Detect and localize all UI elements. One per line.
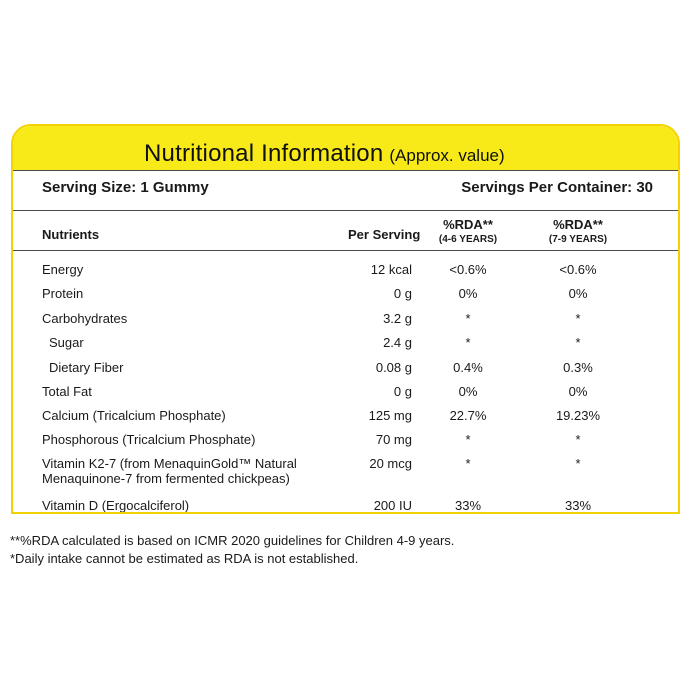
rda-7-9-value: 33% [564,498,592,513]
table-row: Phosphorous (Tricalcium Phosphate) 70 mg… [13,432,678,454]
rda-7-9-value: 0.3% [563,360,593,375]
nutrient-name: Carbohydrates [42,311,128,326]
header-per-serving: Per Serving [348,227,421,242]
rda-7-9-value: <0.6% [559,262,597,277]
header-rda-4-6-age: (4-6 YEARS) [438,234,498,245]
per-serving-value: 12 kcal [370,262,412,277]
rda-7-9-value: 0% [568,384,588,399]
title-bar: Nutritional Information (Approx. value) [13,126,678,170]
per-serving-value: 2.4 g [383,335,412,350]
nutrient-name: Phosphorous (Tricalcium Phosphate) [42,432,256,447]
footnote-daily-intake: *Daily intake cannot be estimated as RDA… [10,551,359,566]
panel-title: Nutritional Information (Approx. value) [144,140,505,168]
nutrient-name: Dietary Fiber [49,360,124,375]
nutrient-name: Sugar [49,335,84,350]
nutrient-name: Total Fat [42,384,92,399]
rda-4-6-value: 0% [458,286,478,301]
rda-4-6-value: * [465,311,471,326]
header-rda-7-9: %RDA** [553,217,603,232]
table-row: Protein 0 g 0% 0% [13,286,678,308]
rda-7-9-value: 19.23% [555,408,601,423]
rda-4-6-value: 33% [454,498,482,513]
divider-header [13,250,678,251]
rda-4-6-value: * [465,335,471,350]
title-main: Nutritional Information [144,140,384,167]
nutrient-name: Vitamin K2-7 (from MenaquinGold™ Natural… [42,456,297,486]
table-row: Sugar 2.4 g * * [13,335,678,357]
servings-per-container: Servings Per Container: 30 [461,179,653,196]
footnote-rda: **%RDA calculated is based on ICMR 2020 … [10,533,455,548]
per-serving-value: 70 mg [375,432,412,447]
nutrient-name-line1: Vitamin K2-7 (from MenaquinGold™ Natural [42,456,297,471]
serving-size: Serving Size: 1 Gummy [42,179,209,196]
per-serving-value: 125 mg [368,408,412,423]
rda-4-6-value: * [465,432,471,447]
rda-7-9-value: * [575,311,581,326]
rda-4-6-value: * [465,456,471,471]
per-serving-value: 0.08 g [375,360,412,375]
table-row: Energy 12 kcal <0.6% <0.6% [13,262,678,284]
rda-7-9-value: * [575,335,581,350]
nutrient-name: Vitamin D (Ergocalciferol) [42,498,190,513]
per-serving-value: 3.2 g [383,311,412,326]
nutrient-name: Energy [42,262,84,277]
table-row: Total Fat 0 g 0% 0% [13,384,678,406]
header-rda-4-6: %RDA** [443,217,493,232]
rda-4-6-value: 0% [458,384,478,399]
table-row: Carbohydrates 3.2 g * * [13,311,678,333]
per-serving-value: 0 g [393,286,412,301]
per-serving-value: 0 g [393,384,412,399]
rda-4-6-value: 22.7% [449,408,487,423]
header-nutrients: Nutrients [42,227,100,242]
title-sub: (Approx. value) [389,146,505,165]
per-serving-value: 200 IU [373,498,412,513]
nutrient-name-line2: Menaquinone-7 from fermented chickpeas) [42,471,290,486]
rda-7-9-value: * [575,456,581,471]
header-rda-7-9-age: (7-9 YEARS) [548,234,608,245]
nutrient-name: Calcium (Tricalcium Phosphate) [42,408,226,423]
rda-7-9-value: 0% [568,286,588,301]
per-serving-value: 20 mcg [369,456,412,471]
table-row: Dietary Fiber 0.08 g 0.4% 0.3% [13,360,678,382]
nutrition-panel: Nutritional Information (Approx. value) S… [11,124,680,514]
rda-7-9-value: * [575,432,581,447]
divider-title [13,170,678,171]
rda-4-6-value: 0.4% [453,360,483,375]
divider-serving [13,210,678,211]
table-row: Vitamin K2-7 (from MenaquinGold™ Natural… [13,456,678,490]
table-row: Vitamin D (Ergocalciferol) 200 IU 33% 33… [13,498,678,513]
nutrient-name: Protein [42,286,84,301]
rda-4-6-value: <0.6% [449,262,487,277]
table-row: Calcium (Tricalcium Phosphate) 125 mg 22… [13,408,678,430]
